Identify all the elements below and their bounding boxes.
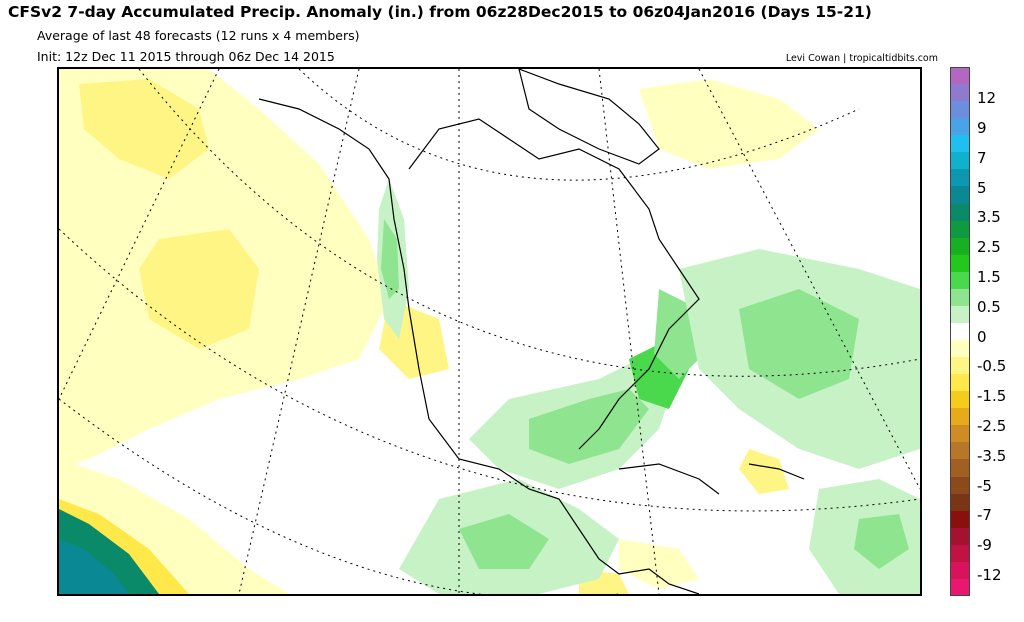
colorbar-segment bbox=[950, 322, 970, 341]
colorbar-segment bbox=[950, 152, 970, 170]
map-canvas bbox=[59, 69, 920, 594]
colorbar-segment bbox=[950, 510, 970, 529]
colorbar-segment bbox=[950, 169, 970, 187]
colorbar-tick-label: -12 bbox=[977, 565, 1002, 584]
colorbar-segment bbox=[950, 374, 970, 392]
colorbar-segment bbox=[950, 357, 970, 375]
colorbar-segment bbox=[950, 101, 970, 119]
colorbar-segment bbox=[950, 442, 970, 460]
colorbar-segment bbox=[950, 408, 970, 426]
colorbar-tick-label: 7 bbox=[977, 148, 987, 167]
colorbar-tick-label: -9 bbox=[977, 536, 992, 555]
colorbar-tick-label: 0 bbox=[977, 327, 987, 346]
colorbar bbox=[950, 67, 970, 597]
colorbar-segment bbox=[950, 425, 970, 443]
colorbar-tick-label: 12 bbox=[977, 89, 997, 108]
colorbar-tick-label: -7 bbox=[977, 506, 992, 525]
colorbar-tick-label: 3.5 bbox=[977, 208, 1001, 227]
colorbar-segment bbox=[950, 84, 970, 102]
colorbar-tick-label: 1.5 bbox=[977, 267, 1001, 286]
colorbar-tick-label: -0.5 bbox=[977, 357, 1007, 376]
colorbar-segment bbox=[950, 544, 970, 563]
colorbar-border bbox=[950, 67, 970, 596]
colorbar-segment bbox=[950, 186, 970, 204]
colorbar-segment bbox=[950, 391, 970, 409]
colorbar-tick-label: -5 bbox=[977, 476, 992, 495]
colorbar-segment bbox=[950, 476, 970, 495]
colorbar-segment bbox=[950, 578, 970, 597]
colorbar-segment bbox=[950, 561, 970, 580]
colorbar-segment bbox=[950, 288, 970, 307]
colorbar-segment bbox=[950, 220, 970, 239]
colorbar-segment bbox=[950, 118, 970, 136]
colorbar-tick-label: 2.5 bbox=[977, 238, 1001, 257]
colorbar-segment bbox=[950, 459, 970, 478]
colorbar-tick-label: 5 bbox=[977, 178, 987, 197]
coastlines bbox=[258, 69, 805, 594]
map-subtitle-init: Init: 12z Dec 11 2015 through 06z Dec 14… bbox=[37, 49, 335, 64]
wet-anomaly-areas bbox=[377, 179, 920, 594]
colorbar-segment bbox=[950, 67, 970, 85]
colorbar-tick-label: 9 bbox=[977, 118, 987, 137]
colorbar-segment bbox=[950, 493, 970, 512]
colorbar-segment bbox=[950, 135, 970, 153]
credit-label: Levi Cowan | tropicaltidbits.com bbox=[785, 53, 938, 64]
colorbar-segment bbox=[950, 203, 970, 222]
colorbar-segment bbox=[950, 340, 970, 358]
map-title: CFSv2 7-day Accumulated Precip. Anomaly … bbox=[8, 3, 872, 21]
colorbar-segment bbox=[950, 271, 970, 290]
colorbar-tick-label: -3.5 bbox=[977, 446, 1007, 465]
colorbar-segment bbox=[950, 305, 970, 324]
colorbar-tick-label: 0.5 bbox=[977, 297, 1001, 316]
graticule bbox=[59, 69, 920, 594]
map-subtitle-forecasts: Average of last 48 forecasts (12 runs x … bbox=[37, 28, 360, 43]
colorbar-tick-label: -2.5 bbox=[977, 416, 1007, 435]
colorbar-segment bbox=[950, 527, 970, 546]
colorbar-segment bbox=[950, 254, 970, 273]
strong-anomaly-area bbox=[59, 509, 159, 594]
precip-anomaly-map bbox=[57, 67, 922, 596]
colorbar-tick-label: -1.5 bbox=[977, 387, 1007, 406]
colorbar-segment bbox=[950, 237, 970, 256]
